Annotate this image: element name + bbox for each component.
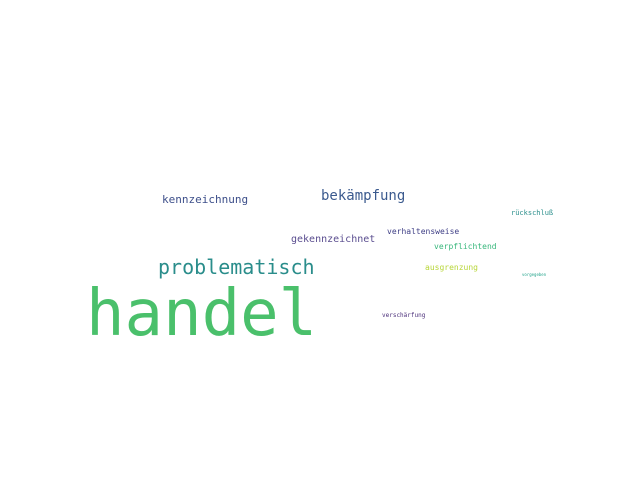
word-gekennzeichnet: gekennzeichnet [291, 234, 376, 245]
word-vorgegeben: vorgegeben [522, 272, 547, 277]
word-ausgrenzung: ausgrenzung [425, 263, 478, 272]
word-rueckschluss: rückschluß [511, 209, 554, 217]
word-verschaerfung: verschärfung [382, 312, 426, 319]
word-kennzeichnung: kennzeichnung [162, 193, 249, 206]
word-verhaltensweise: verhaltensweise [387, 227, 460, 236]
word-verpflichtend: verpflichtend [434, 242, 497, 251]
word-bekaempfung: bekämpfung [321, 188, 406, 204]
word-problematisch: problematisch [158, 255, 315, 279]
word-handel: handel [86, 277, 318, 351]
